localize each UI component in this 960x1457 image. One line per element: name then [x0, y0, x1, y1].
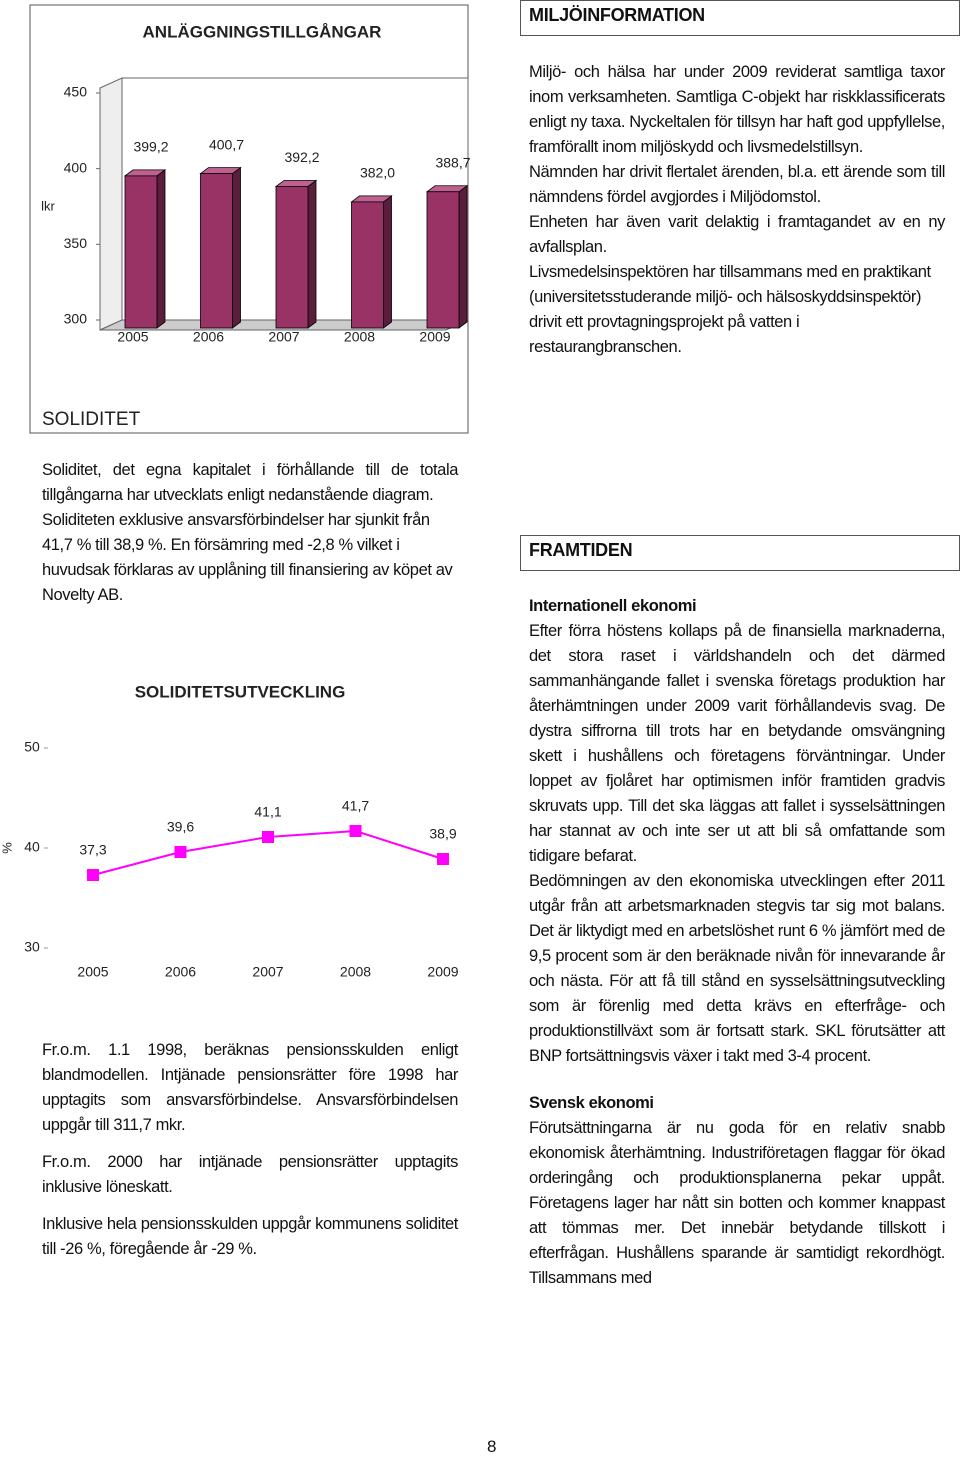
data-label: 37,3	[79, 842, 106, 858]
data-label: 400,7	[209, 136, 244, 152]
paragraph: Nämnden har drivit flertalet ärenden, bl…	[529, 163, 945, 206]
data-label: 382,0	[360, 165, 395, 181]
x-tick-label: 2005	[117, 329, 148, 345]
paragraph: Enheten har även varit delaktig i framta…	[529, 213, 945, 256]
bar-side	[383, 195, 392, 329]
paragraph: Fr.o.m. 2000 har intjänade pensionsrätte…	[42, 1153, 458, 1196]
y-tick-label: 450	[64, 84, 88, 100]
paragraph: Miljö- och hälsa har under 2009 revidera…	[529, 63, 945, 156]
y-axis-label: %	[0, 842, 14, 854]
data-point	[262, 831, 274, 843]
plot-side-wall	[99, 77, 123, 331]
section-heading: MILJÖINFORMATION	[520, 0, 960, 36]
text-column: Miljö- och hälsa har under 2009 revidera…	[529, 60, 945, 360]
paragraph: Förutsättningarna är nu goda för en rela…	[529, 1119, 945, 1287]
section-heading: SOLIDITET	[42, 409, 141, 430]
x-tick-label: 2009	[427, 964, 458, 980]
x-tick-label: 2008	[340, 964, 371, 980]
bar-side	[156, 169, 166, 329]
data-label: 41,7	[342, 798, 369, 814]
x-tick-label: 2007	[252, 964, 283, 980]
paragraph: Soliditet, det egna kapitalet i förhålla…	[42, 461, 458, 504]
subheading: Internationell ekonomi	[529, 597, 697, 615]
chart-title: ANLÄGGNINGSTILLGÅNGAR	[143, 22, 382, 41]
data-label: 39,6	[167, 819, 194, 835]
data-point	[349, 825, 362, 837]
y-axis-label: lkr	[41, 198, 55, 213]
data-point	[87, 869, 99, 881]
paragraph: Fr.o.m. 1.1 1998, beräknas pensionsskuld…	[42, 1041, 458, 1134]
page-number: 8	[487, 1437, 497, 1456]
bar	[124, 175, 158, 329]
y-tick-label: 40	[24, 839, 40, 855]
bar	[200, 173, 233, 329]
y-tick-label: 300	[64, 311, 88, 327]
text-column: Internationell ekonomi Efter förra höste…	[529, 594, 945, 1291]
bar-side	[232, 166, 241, 329]
y-tick-label: 30	[24, 939, 40, 955]
bar	[275, 186, 309, 329]
paragraph: Livsmedelsinspektören har tillsammans me…	[529, 263, 931, 356]
data-point	[437, 853, 449, 865]
chart-title: SOLIDITETSUTVECKLING	[135, 682, 346, 701]
data-label: 388,7	[435, 154, 470, 170]
text-column: Soliditet, det egna kapitalet i förhålla…	[42, 458, 458, 608]
bar	[426, 191, 460, 329]
y-tick-label: 350	[64, 235, 88, 251]
paragraph: Inklusive hela pensionsskulden uppgår ko…	[42, 1215, 458, 1258]
paragraph: Efter förra höstens kollaps på de finans…	[529, 622, 945, 865]
bar-side	[307, 179, 317, 329]
x-tick-label: 2008	[344, 329, 375, 345]
section-heading: FRAMTIDEN	[520, 535, 960, 571]
data-label: 392,2	[284, 149, 319, 165]
x-tick-label: 2006	[193, 329, 224, 345]
bar	[351, 201, 384, 329]
paragraph: Bedömningen av den ekonomiska utveckling…	[529, 872, 945, 1065]
data-label: 38,9	[429, 826, 456, 842]
x-tick-label: 2006	[165, 964, 196, 980]
data-label: 41,1	[254, 804, 281, 820]
data-point	[174, 846, 187, 858]
data-label: 399,2	[133, 139, 168, 155]
y-tick-label: 50	[24, 739, 40, 755]
bar-side	[458, 184, 468, 329]
subheading: Svensk ekonomi	[529, 1094, 654, 1112]
paragraph: Soliditeten exklusive ansvarsförbindelse…	[42, 511, 453, 604]
x-tick-label: 2005	[77, 964, 108, 980]
x-tick-label: 2007	[268, 329, 299, 345]
text-column: Fr.o.m. 1.1 1998, beräknas pensionsskuld…	[42, 1038, 458, 1262]
x-tick-label: 2009	[419, 329, 450, 345]
y-tick-label: 400	[64, 159, 88, 175]
